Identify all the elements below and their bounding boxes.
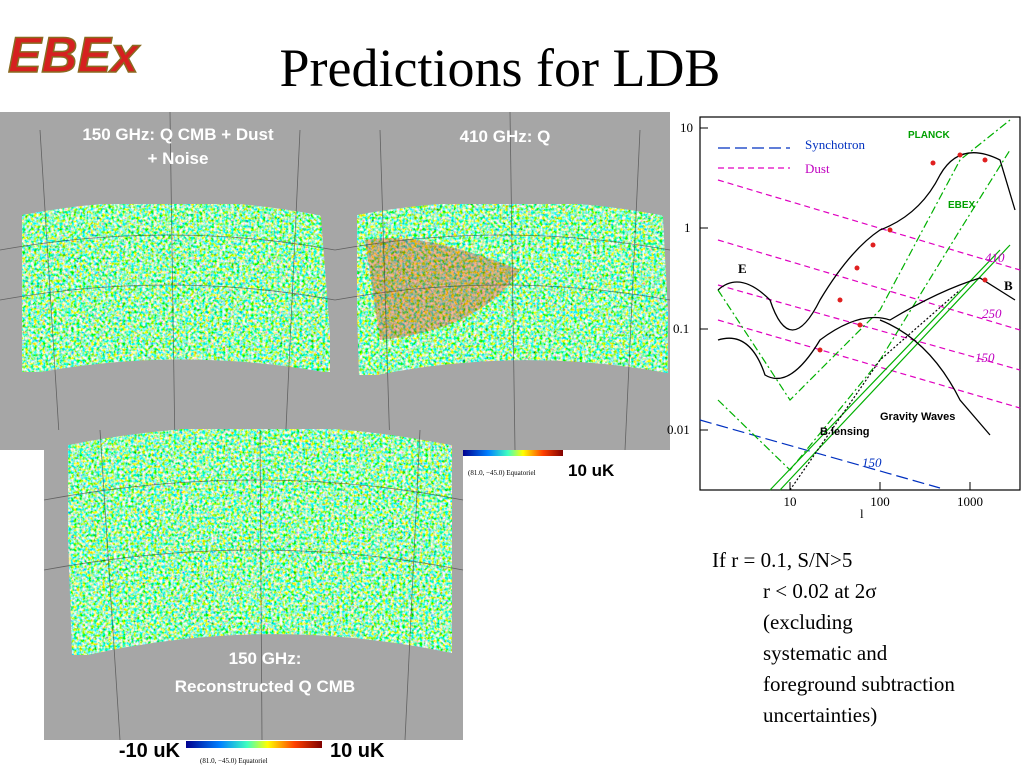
legend-label: Synchotron	[805, 137, 865, 152]
x-tick-label: 10	[784, 494, 797, 509]
curve-label: 410	[985, 250, 1005, 265]
legend-label: Dust	[805, 161, 830, 176]
note-line: foreground subtraction	[763, 672, 955, 696]
note-line: If r = 0.1, S/N>5	[712, 548, 852, 572]
logo-text: EBEx	[8, 27, 141, 83]
note-line: (excluding	[763, 610, 853, 634]
curve-label: Gravity Waves	[880, 411, 955, 423]
curve-label: 250	[982, 306, 1002, 321]
map-label: 150 GHz: Q CMB + Dust	[82, 125, 274, 144]
sky-map: 150 GHz: Reconstructed Q CMB	[43, 426, 464, 741]
curve-label: 150	[862, 455, 882, 470]
curve-label: PLANCK	[908, 130, 950, 141]
curve-label: 150	[975, 350, 995, 365]
colorbar: (81.0, −45.0) Equatoriel 10 uK	[463, 450, 615, 480]
curve-label: B lensing	[820, 426, 870, 438]
sky-map: 150 GHz: Q CMB + Dust + Noise	[0, 111, 336, 451]
x-tick-label: 1000	[957, 494, 983, 509]
y-tick-label: 0.01	[667, 422, 690, 437]
logo: EBEx	[7, 26, 141, 84]
map-label: 150 GHz:	[229, 649, 302, 668]
map-label: + Noise	[148, 149, 209, 168]
colorbar: -10 uK (81.0, −45.0) Equatoriel 10 uK	[119, 740, 385, 765]
slide-title: Predictions for LDB	[280, 38, 721, 98]
notes: If r = 0.1, S/N>5 r < 0.02 at 2σ (exclud…	[712, 548, 955, 727]
map-label: 410 GHz: Q	[460, 127, 551, 146]
curve-label: EBEX	[948, 200, 976, 211]
power-spectrum-plot: 10 1 0.1 0.01 10 100 1000 l Synchotron D…	[667, 116, 1021, 521]
colorbar-caption: (81.0, −45.0) Equatoriel	[468, 469, 536, 477]
sky-map: 410 GHz: Q	[334, 111, 671, 451]
x-tick-label: 100	[870, 494, 890, 509]
y-tick-label: 1	[684, 220, 691, 235]
curve-label: B	[1004, 278, 1013, 293]
y-tick-label: 10	[680, 120, 693, 135]
x-axis-label: l	[860, 506, 864, 521]
colorbar-caption: (81.0, −45.0) Equatoriel	[200, 757, 268, 765]
curve-label: E	[738, 261, 747, 276]
colorbar-max: 10 uK	[330, 740, 385, 762]
map-label: Reconstructed Q CMB	[175, 677, 355, 696]
note-line: systematic and	[763, 641, 888, 665]
note-line: uncertainties)	[763, 703, 877, 727]
colorbar-max: 10 uK	[568, 461, 615, 480]
y-tick-label: 0.1	[673, 321, 689, 336]
colorbar-min: -10 uK	[119, 740, 181, 762]
note-line: r < 0.02 at 2σ	[763, 579, 877, 603]
